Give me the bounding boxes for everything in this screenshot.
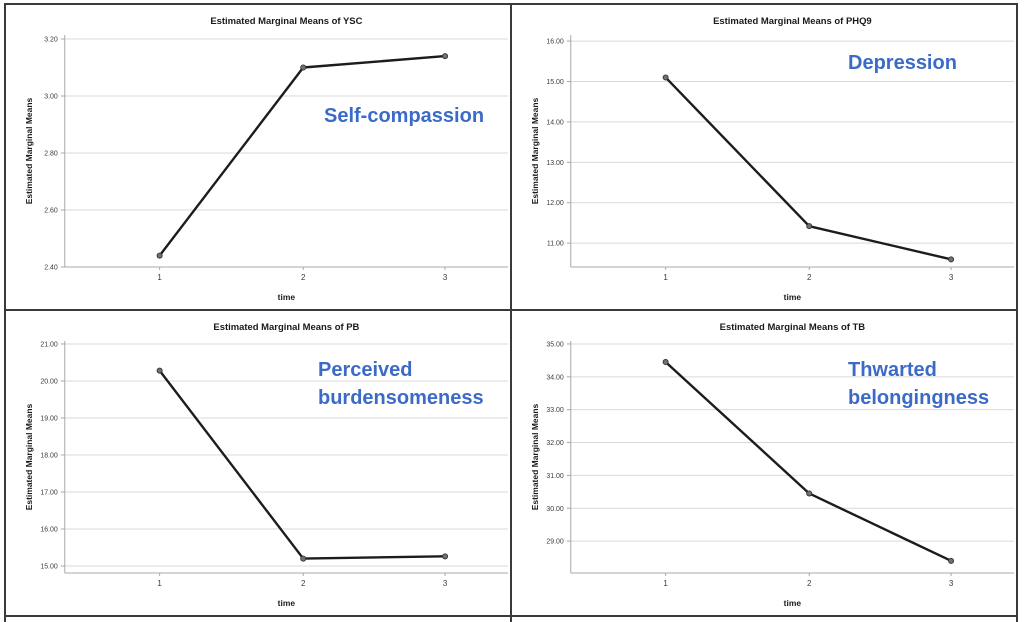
- x-tick-label: 3: [949, 579, 954, 588]
- y-tick-label: 31.00: [546, 473, 564, 480]
- x-axis-title: time: [278, 598, 296, 608]
- chart-title: Estimated Marginal Means of TB: [720, 322, 866, 333]
- x-axis-title: time: [784, 292, 802, 302]
- y-tick-label: 32.00: [546, 440, 564, 447]
- chart-title: Estimated Marginal Means of PHQ9: [713, 16, 872, 27]
- x-tick-label: 1: [663, 273, 668, 282]
- y-tick-label: 33.00: [546, 407, 564, 414]
- x-tick-label: 2: [301, 273, 306, 282]
- line-chart-pb: 15.00 16.00 17.00 18.00 19.00 20.00 21.00 1 2 3 Es…: [24, 322, 509, 608]
- data-point-marker: [948, 557, 955, 564]
- chart-panel-ysc: 2.40 2.60 2.80 3.00 3.20 1 2 3 Estimated Margina…: [6, 5, 510, 309]
- annotation-perceived-burdensomeness: Perceived burdensomeness: [318, 359, 484, 409]
- x-tick-label: 1: [157, 273, 162, 282]
- data-point-marker: [300, 64, 307, 71]
- y-tick-label: 3.20: [44, 36, 58, 43]
- line-chart-tb: 29.00 30.00 31.00 32.00 33.00 34.00 35.00 1 2 3 Es…: [530, 322, 1015, 608]
- y-tick-label: 34.00: [546, 374, 564, 381]
- y-tick-label: 2.80: [44, 150, 58, 157]
- data-point-marker: [806, 490, 813, 497]
- data-point-marker: [442, 553, 449, 560]
- data-point-marker: [662, 74, 669, 81]
- next-row-border-stub-right: [1016, 617, 1018, 622]
- x-tick-label: 3: [443, 273, 448, 282]
- y-tick-label: 35.00: [546, 341, 564, 348]
- data-point-marker: [442, 53, 449, 60]
- y-tick-label: 18.00: [40, 452, 58, 459]
- line-chart-phq9: 11.00 12.00 13.00 14.00 15.00 16.00 1 2 3 Estimat…: [530, 16, 1015, 302]
- x-tick-label: 2: [807, 273, 812, 282]
- y-tick-label: 16.00: [40, 526, 58, 533]
- x-tick-label: 2: [301, 579, 306, 588]
- chart-title: Estimated Marginal Means of YSC: [210, 16, 362, 27]
- y-tick-label: 15.00: [40, 563, 58, 570]
- line-chart-ysc: 2.40 2.60 2.80 3.00 3.20 1 2 3 Estimated Margina…: [24, 16, 509, 302]
- chart-panel-pb: 15.00 16.00 17.00 18.00 19.00 20.00 21.00 1 2 3 Es…: [6, 311, 510, 615]
- x-tick-label: 3: [443, 579, 448, 588]
- data-point-marker: [156, 252, 163, 259]
- y-tick-label: 13.00: [546, 160, 564, 167]
- data-point-marker: [662, 359, 669, 366]
- x-tick-label: 1: [157, 579, 162, 588]
- chart-grid: 2.40 2.60 2.80 3.00 3.20 1 2 3 Estimated Margina…: [4, 3, 1018, 617]
- series-line: [664, 76, 953, 261]
- y-axis-title: Estimated Marginal Means: [24, 97, 34, 204]
- x-tick-label: 3: [949, 273, 954, 282]
- y-tick-label: 30.00: [546, 506, 564, 513]
- annotation-self-compassion: Self-compassion: [324, 105, 485, 127]
- y-tick-label: 14.00: [546, 119, 564, 126]
- y-tick-label: 15.00: [546, 79, 564, 86]
- chart-panel-phq9: 11.00 12.00 13.00 14.00 15.00 16.00 1 2 3 Estimat…: [512, 5, 1016, 309]
- y-tick-label: 3.00: [44, 93, 58, 100]
- data-point-marker: [300, 555, 307, 562]
- y-tick-label: 19.00: [40, 415, 58, 422]
- y-axis-title: Estimated Marginal Means: [24, 403, 34, 510]
- y-tick-label: 20.00: [40, 378, 58, 385]
- x-tick-label: 2: [807, 579, 812, 588]
- next-row-border-stub-left: [4, 617, 6, 622]
- y-tick-label: 16.00: [546, 39, 564, 46]
- y-axis-title: Estimated Marginal Means: [530, 97, 540, 204]
- data-point-marker: [806, 223, 813, 230]
- next-row-border-stub-center: [510, 617, 512, 622]
- x-axis-title: time: [278, 292, 296, 302]
- y-tick-label: 2.60: [44, 207, 58, 214]
- chart-panel-tb: 29.00 30.00 31.00 32.00 33.00 34.00 35.00 1 2 3 Es…: [512, 311, 1016, 615]
- x-axis-title: time: [784, 598, 802, 608]
- y-tick-label: 21.00: [40, 341, 58, 348]
- annotation-depression: Depression: [848, 52, 957, 74]
- y-tick-label: 17.00: [40, 489, 58, 496]
- x-tick-label: 1: [663, 579, 668, 588]
- y-tick-label: 11.00: [547, 241, 564, 248]
- series-line: [158, 54, 447, 257]
- y-tick-label: 12.00: [546, 200, 564, 207]
- y-tick-label: 29.00: [546, 539, 564, 546]
- y-tick-label: 2.40: [44, 264, 58, 271]
- data-point-marker: [156, 367, 163, 374]
- data-point-marker: [948, 256, 955, 263]
- annotation-thwarted-belongingness: Thwarted belongingness: [848, 359, 990, 409]
- y-axis-title: Estimated Marginal Means: [530, 403, 540, 510]
- chart-title: Estimated Marginal Means of PB: [213, 322, 359, 333]
